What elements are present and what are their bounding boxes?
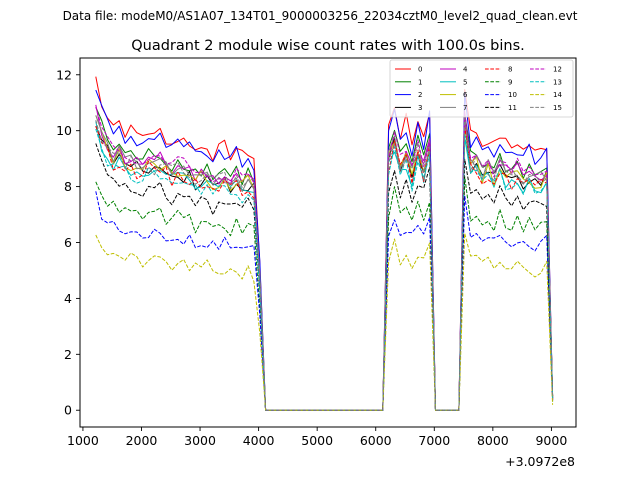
y-tick-label: 6 xyxy=(64,235,72,250)
x-tick-label: 1000 xyxy=(67,433,99,448)
legend-label-14: 14 xyxy=(553,91,562,99)
series-line-15 xyxy=(95,115,554,411)
y-tick-label: 4 xyxy=(64,291,72,306)
legend-label-8: 8 xyxy=(508,66,512,74)
legend-label-3: 3 xyxy=(418,104,422,112)
legend-label-2: 2 xyxy=(418,91,422,99)
y-tick-label: 10 xyxy=(56,123,72,138)
x-tick-label: 8000 xyxy=(477,433,509,448)
x-tick-label: 6000 xyxy=(360,433,392,448)
y-axis: 0 2 4 6 8 10 12 xyxy=(56,67,80,418)
series-group xyxy=(95,76,554,411)
y-tick-label: 8 xyxy=(64,179,72,194)
chart-suptitle: Data file: modeM0/AS1A07_134T01_90000032… xyxy=(63,9,578,23)
y-tick-label: 12 xyxy=(56,67,72,82)
chart-title: Quadrant 2 module wise count rates with … xyxy=(131,38,525,54)
legend-label-12: 12 xyxy=(553,66,562,74)
legend-box xyxy=(389,59,574,118)
x-tick-label: 5000 xyxy=(301,433,333,448)
y-tick-label: 2 xyxy=(64,347,72,362)
legend-label-5: 5 xyxy=(463,78,467,86)
legend-label-7: 7 xyxy=(463,104,467,112)
legend-label-9: 9 xyxy=(508,78,512,86)
x-tick-label: 2000 xyxy=(126,433,158,448)
x-axis: 1000 2000 3000 4000 5000 6000 7000 8000 9000 xyxy=(67,427,567,448)
legend-label-15: 15 xyxy=(553,104,562,112)
x-tick-label: 9000 xyxy=(535,433,567,448)
legend-label-11: 11 xyxy=(508,104,517,112)
legend-label-0: 0 xyxy=(418,66,422,74)
y-tick-label: 0 xyxy=(64,403,72,418)
x-tick-label: 7000 xyxy=(418,433,450,448)
x-tick-label: 3000 xyxy=(184,433,216,448)
legend-label-6: 6 xyxy=(463,91,468,99)
legend-label-10: 10 xyxy=(508,91,517,99)
legend-label-4: 4 xyxy=(463,66,468,74)
x-tick-label: 4000 xyxy=(243,433,275,448)
legend-label-1: 1 xyxy=(418,78,422,86)
legend-label-13: 13 xyxy=(553,78,562,86)
x-offset-label: +3.0972e8 xyxy=(505,454,575,469)
